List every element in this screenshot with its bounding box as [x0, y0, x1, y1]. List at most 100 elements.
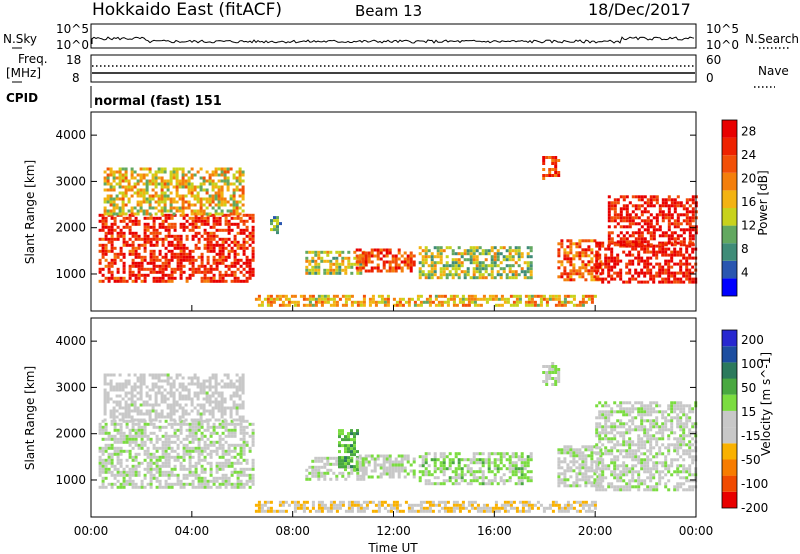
data-cell [140, 255, 144, 259]
data-cell [248, 276, 252, 280]
data-cell [472, 258, 476, 262]
data-cell [484, 482, 488, 486]
data-cell [175, 200, 179, 204]
data-cell [646, 247, 650, 251]
data-cell [109, 194, 113, 198]
data-cell [634, 237, 638, 241]
data-cell [212, 267, 216, 271]
data-cell [214, 173, 218, 177]
data-cell [139, 388, 143, 392]
data-cell [209, 225, 213, 229]
data-cell [276, 216, 279, 220]
data-cell [203, 264, 207, 268]
data-cell [200, 458, 204, 462]
data-cell [232, 385, 236, 389]
data-cell [230, 482, 234, 486]
data-cell [245, 461, 249, 465]
data-cell [376, 457, 380, 461]
data-cell [238, 173, 242, 177]
data-cell [551, 174, 555, 177]
data-cell [682, 280, 686, 284]
data-cell [305, 297, 309, 301]
data-cell [461, 300, 465, 304]
data-cell [205, 170, 209, 174]
data-cell [230, 443, 234, 447]
data-cell [385, 251, 389, 255]
data-cell [154, 191, 158, 195]
data-cell [569, 239, 573, 243]
data-cell [314, 465, 318, 469]
data-cell [356, 256, 360, 260]
data-cell [260, 303, 264, 307]
data-cell [685, 274, 689, 278]
data-cell [391, 472, 395, 476]
data-cell [136, 173, 140, 177]
data-cell [640, 461, 644, 465]
data-cell [182, 258, 186, 262]
data-cell [206, 237, 210, 241]
data-cell [397, 251, 401, 255]
data-cell [572, 297, 576, 301]
data-cell [205, 379, 209, 383]
data-cell [251, 252, 255, 256]
data-cell [127, 403, 131, 407]
data-cell [661, 204, 665, 208]
data-cell [128, 428, 132, 432]
data-cell [164, 446, 168, 450]
data-cell [154, 400, 158, 404]
data-cell [557, 380, 561, 383]
data-cell [631, 234, 635, 238]
data-cell [128, 455, 132, 459]
data-cell [637, 413, 641, 417]
data-cell [140, 243, 144, 247]
data-cell [221, 422, 225, 426]
data-cell [472, 458, 476, 462]
data-cell [166, 209, 170, 213]
data-cell [110, 231, 114, 235]
data-cell [578, 245, 582, 249]
data-cell [604, 488, 608, 492]
data-cell [221, 273, 225, 277]
data-cell [130, 400, 134, 404]
data-cell [232, 197, 236, 201]
data-cell [628, 482, 632, 486]
data-region [355, 454, 416, 479]
data-cell [466, 470, 470, 474]
data-cell [469, 461, 473, 465]
data-cell [115, 197, 119, 201]
data-cell [146, 216, 150, 220]
data-cell [127, 397, 131, 401]
data-cell [106, 391, 110, 395]
data-cell [442, 461, 446, 465]
data-cell [560, 478, 564, 482]
colorbar-swatch [722, 172, 737, 191]
data-cell [154, 206, 158, 210]
data-cell [212, 276, 216, 280]
data-cell [545, 156, 549, 159]
data-cell [279, 222, 282, 226]
data-cell [181, 167, 185, 171]
data-cell [188, 434, 192, 438]
data-cell [442, 264, 446, 268]
data-cell [523, 467, 527, 471]
data-cell [527, 300, 531, 304]
data-cell [112, 400, 116, 404]
data-cell [179, 467, 183, 471]
data-cell [563, 248, 567, 252]
data-cell [616, 222, 620, 226]
data-cell [130, 391, 134, 395]
data-cell [270, 219, 273, 223]
data-cell [157, 167, 161, 171]
data-cell [169, 388, 173, 392]
data-cell [136, 379, 140, 383]
data-cell [344, 477, 348, 481]
data-cell [505, 276, 509, 280]
data-cell [209, 243, 213, 247]
data-cell [323, 259, 327, 263]
data-cell [187, 182, 191, 186]
data-cell [373, 469, 377, 473]
data-cell [170, 240, 174, 244]
data-cell [158, 464, 162, 468]
data-cell [427, 255, 431, 259]
data-cell [124, 382, 128, 386]
